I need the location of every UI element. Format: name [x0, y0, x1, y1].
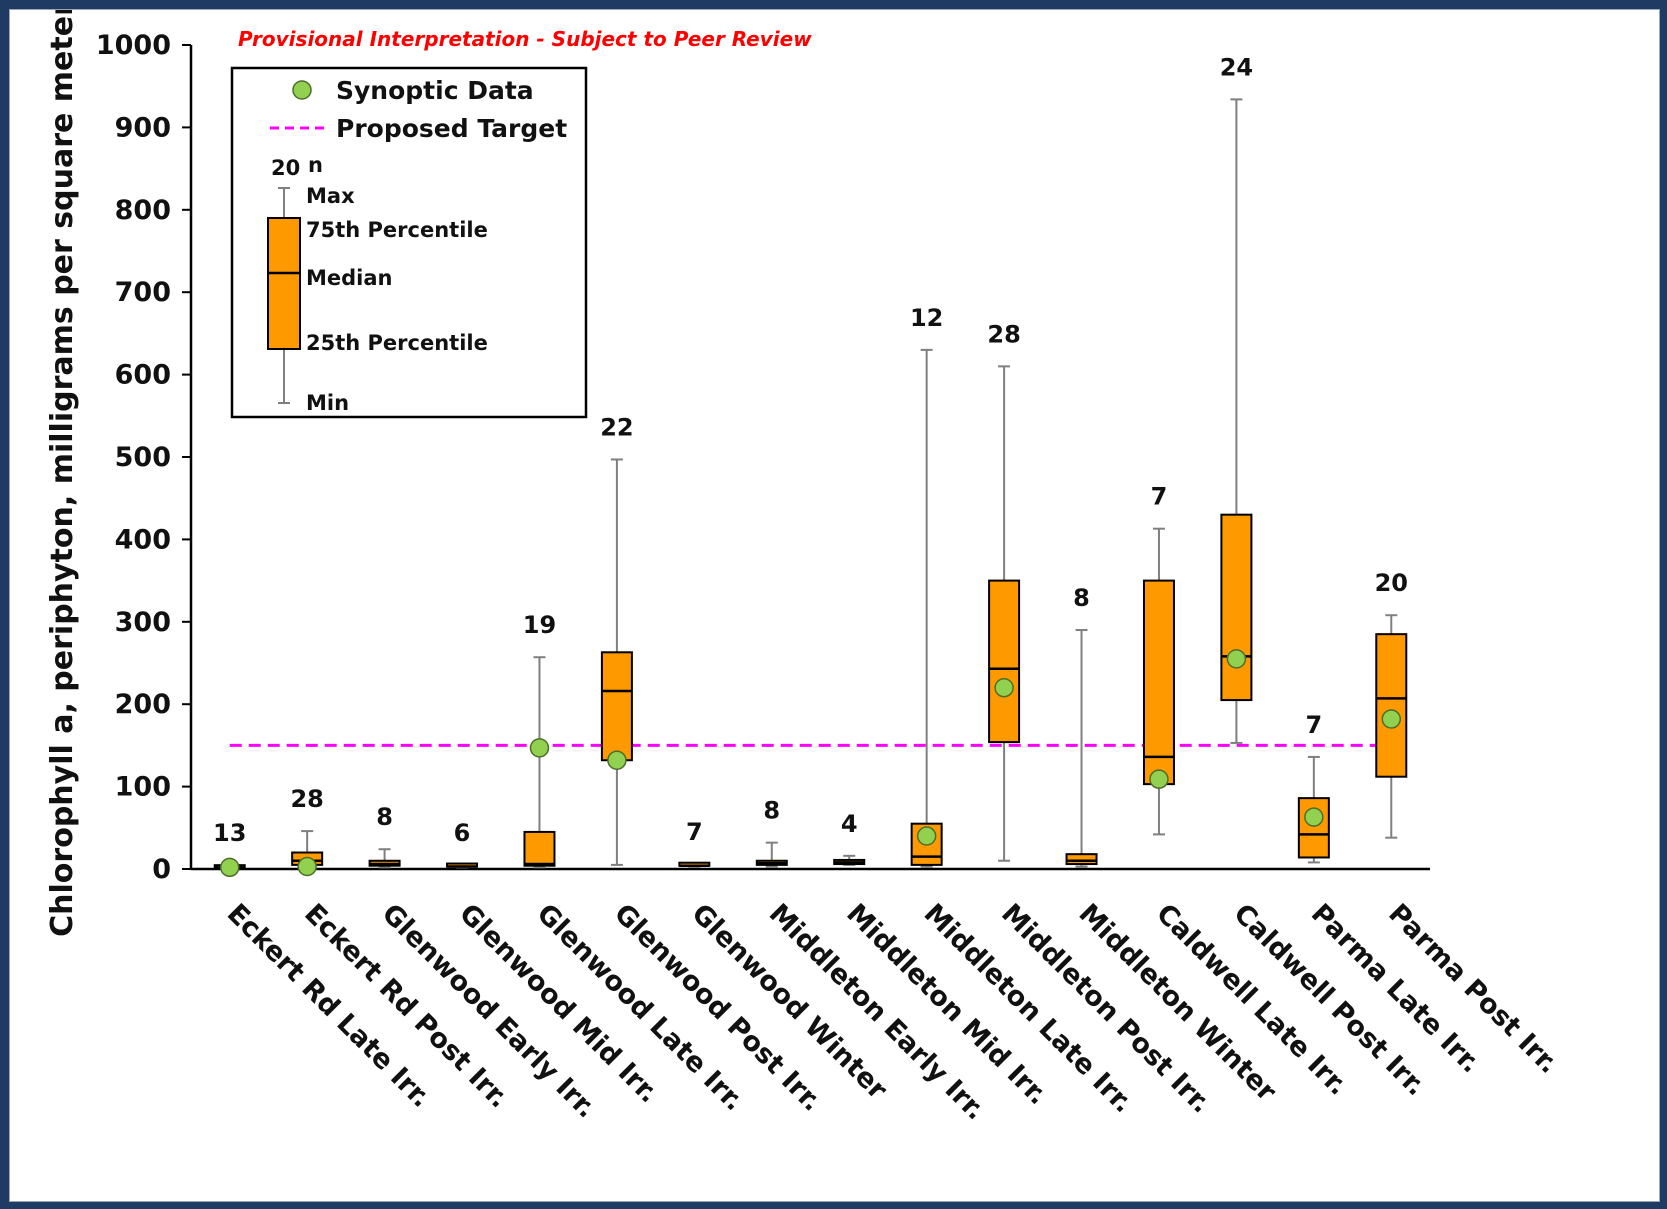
- legend-n-label: n: [308, 153, 323, 177]
- box-group: 8: [1065, 584, 1098, 868]
- y-tick-label: 800: [115, 195, 171, 226]
- synoptic-point: [1226, 649, 1247, 669]
- sample-count-label: 24: [1220, 53, 1253, 81]
- box-group: 28: [987, 320, 1021, 862]
- sample-count-label: 8: [376, 803, 393, 831]
- sample-count-label: 6: [454, 819, 471, 847]
- sample-count-label: 7: [1305, 711, 1322, 739]
- iqr-box: [523, 830, 556, 867]
- iqr-box: [1142, 579, 1175, 786]
- y-tick-label: 500: [115, 442, 171, 473]
- legend-target-label: Proposed Target: [336, 114, 567, 143]
- legend-median-label: Median: [306, 266, 393, 290]
- legend-p25-label: 25th Percentile: [306, 331, 488, 355]
- iqr-box: [1065, 853, 1098, 866]
- box-group: 7: [1297, 711, 1330, 864]
- legend-synoptic-marker: [292, 80, 312, 100]
- iqr-box: [1220, 513, 1253, 702]
- box-group: 20: [1375, 569, 1408, 839]
- sample-count-label: 28: [290, 785, 323, 813]
- box-group: 19: [523, 611, 556, 869]
- box-group: 22: [600, 413, 634, 866]
- sample-count-label: 8: [1073, 584, 1090, 612]
- sample-count-label: 28: [987, 320, 1020, 348]
- y-tick-label: 300: [115, 607, 171, 638]
- y-tick-label: 400: [115, 524, 171, 555]
- box-group: 8: [755, 797, 788, 868]
- iqr-box: [1297, 797, 1330, 859]
- box-group: 28: [290, 785, 324, 869]
- box-group: 12: [910, 304, 943, 868]
- iqr-box: [1375, 633, 1408, 778]
- legend-synoptic-label: Synoptic Data: [336, 76, 534, 105]
- box-group: 7: [678, 818, 711, 868]
- box-group: 6: [446, 819, 479, 869]
- iqr-box: [600, 651, 633, 762]
- iqr-box: [988, 579, 1021, 744]
- legend: Synoptic Data Proposed Target 20 n Max 7…: [230, 66, 588, 419]
- sample-count-label: 4: [841, 810, 858, 838]
- synoptic-points-layer: [219, 649, 1402, 878]
- y-tick-label: 100: [115, 772, 171, 803]
- sample-count-label: 7: [686, 818, 703, 846]
- boxes-layer: 13 28 8 6 19 22 7 8 4 12 28 8 7 24 7 20: [213, 53, 1408, 870]
- sample-count-label: 19: [523, 611, 556, 639]
- y-tick-label: 0: [152, 854, 171, 885]
- sample-count-label: 22: [600, 413, 633, 441]
- legend-example-n: 20: [271, 156, 300, 180]
- sample-count-label: 20: [1375, 569, 1408, 597]
- legend-min-label: Min: [306, 391, 349, 415]
- sample-count-label: 7: [1151, 483, 1168, 511]
- box-group: 7: [1142, 483, 1175, 836]
- box-group: 24: [1220, 53, 1253, 744]
- box-plot-chart: Provisional Interpretation - Subject to …: [45, 10, 1564, 1126]
- y-tick-label: 1000: [96, 30, 171, 61]
- synoptic-point: [529, 738, 550, 758]
- synoptic-point: [297, 856, 317, 877]
- y-tick-label: 900: [115, 112, 171, 143]
- sample-count-label: 12: [910, 304, 943, 332]
- synoptic-point: [607, 750, 627, 770]
- y-tick-label: 600: [115, 360, 171, 391]
- y-tick-label: 200: [115, 689, 171, 720]
- axes: 0 100 200 300 400 500 600 700 800 900 1000: [96, 30, 1430, 885]
- synoptic-point: [916, 826, 937, 846]
- chart-frame: Provisional Interpretation - Subject to …: [9, 9, 1660, 1202]
- synoptic-point: [1304, 807, 1324, 827]
- chart-note: Provisional Interpretation - Subject to …: [238, 27, 812, 51]
- y-tick-label: 700: [115, 277, 171, 308]
- synoptic-point: [219, 857, 240, 878]
- sample-count-label: 8: [763, 797, 780, 825]
- box-group: 8: [368, 803, 401, 869]
- legend-p75-label: 75th Percentile: [306, 218, 488, 242]
- legend-max-label: Max: [306, 184, 355, 208]
- synoptic-point: [1149, 769, 1169, 789]
- box-group: 4: [833, 810, 866, 866]
- y-axis-label: Chlorophyll a, periphyton, milligrams pe…: [45, 10, 80, 937]
- legend-example-box: [267, 217, 301, 350]
- synoptic-point: [1381, 709, 1402, 729]
- sample-count-label: 13: [213, 819, 246, 847]
- category-labels: Eckert Rd Late Irr.Eckert Rd Post Irr.Gl…: [221, 898, 1564, 1126]
- synoptic-point: [994, 677, 1014, 698]
